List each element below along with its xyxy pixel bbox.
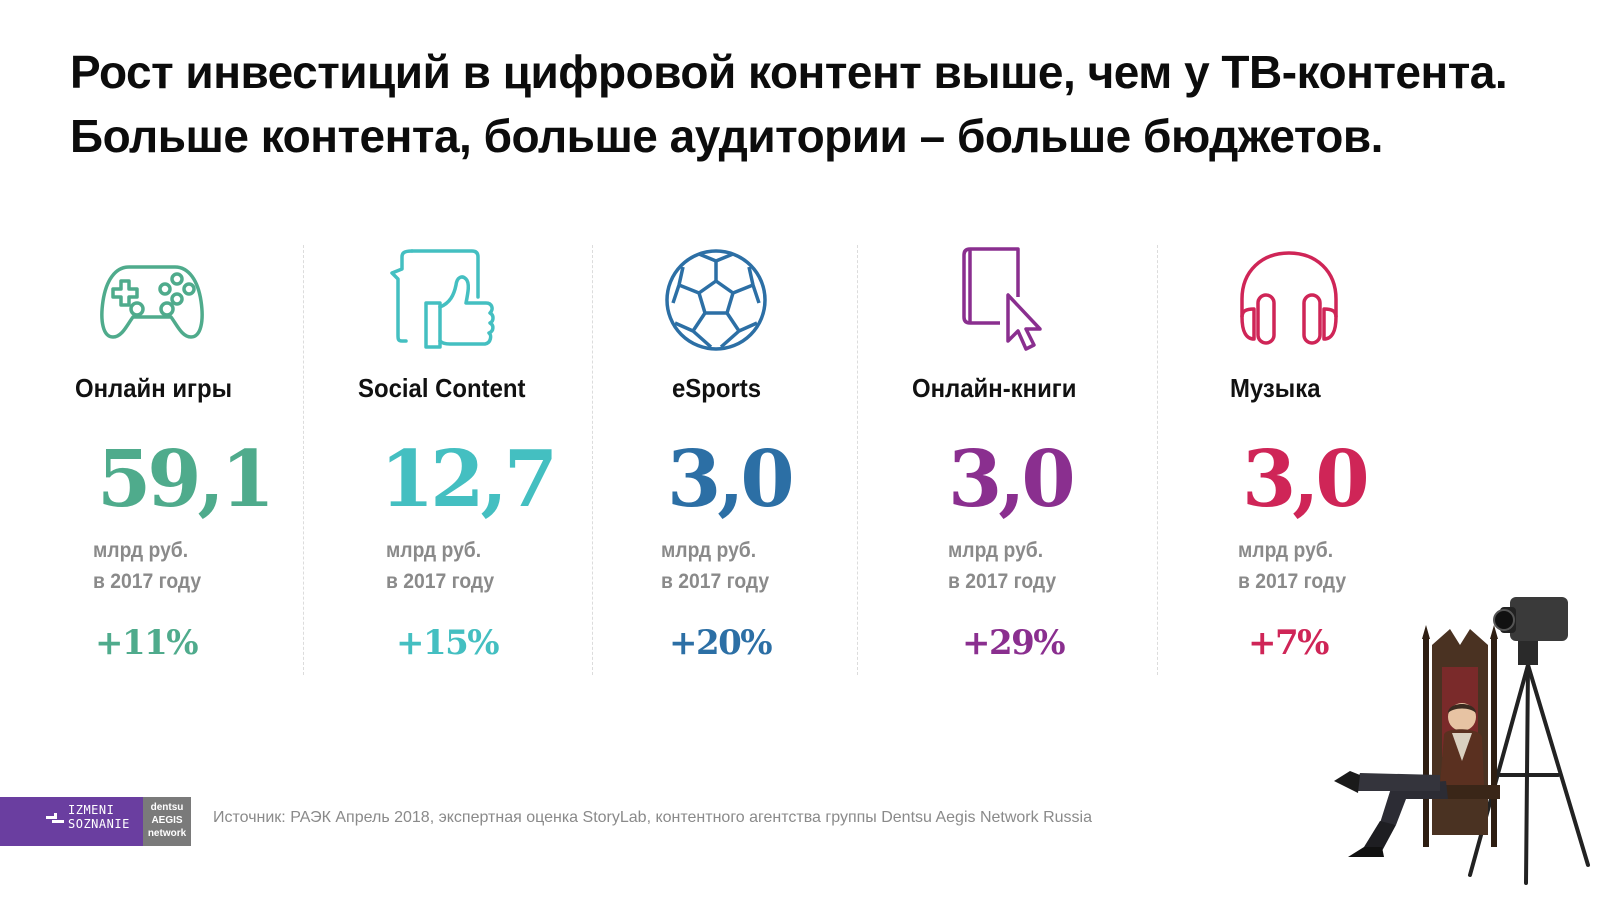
category-value: 59,1: [97, 434, 275, 525]
title-line-2: Больше контента, больше аудитории – боль…: [70, 110, 1383, 162]
category-label: Social Content: [358, 373, 526, 403]
izmeni-soznanie-logo: IZMENI SOZNANIE: [0, 797, 143, 846]
category-unit: млрд руб. в 2017 году: [1238, 539, 1347, 593]
gamepad-icon: [100, 265, 204, 339]
headphones-icon: [1240, 251, 1338, 345]
category-value: 3,0: [948, 434, 1076, 525]
category-growth: +7%: [1248, 623, 1329, 663]
column-divider: [1157, 245, 1158, 675]
category-growth: +20%: [669, 623, 773, 663]
category-label: eSports: [672, 373, 762, 403]
source-note: Источник: РАЭК Апрель 2018, экспертная о…: [213, 809, 1092, 826]
category-value: 3,0: [1242, 434, 1370, 525]
category-unit: млрд руб. в 2017 году: [661, 539, 770, 593]
category-growth: +29%: [962, 623, 1066, 663]
category-unit: млрд руб. в 2017 году: [948, 539, 1057, 593]
slide-title: Рост инвестиций в цифровой контент выше,…: [70, 40, 1550, 168]
category-unit: млрд руб. в 2017 году: [93, 539, 202, 593]
thumbs-up-icon: [390, 249, 495, 349]
category-label: Музыка: [1230, 373, 1321, 403]
category-growth: +15%: [396, 623, 500, 663]
throne-camera-illustration: [1334, 597, 1590, 885]
category-label: Онлайн-книги: [912, 373, 1077, 403]
category-unit: млрд руб. в 2017 году: [386, 539, 495, 593]
category-value: 12,7: [380, 434, 558, 525]
category-label: Онлайн игры: [75, 373, 233, 403]
category-growth: +11%: [95, 623, 199, 663]
title-line-1: Рост инвестиций в цифровой контент выше,…: [70, 46, 1508, 98]
logo-mark-icon: [46, 813, 64, 823]
ebook-cursor-icon: [962, 247, 1042, 351]
soccer-ball-icon: [665, 249, 767, 351]
column-divider: [303, 245, 304, 675]
column-divider: [592, 245, 593, 675]
dentsu-aegis-logo: dentsu AEGIS network: [143, 797, 191, 846]
category-value: 3,0: [667, 434, 795, 525]
column-divider: [857, 245, 858, 675]
